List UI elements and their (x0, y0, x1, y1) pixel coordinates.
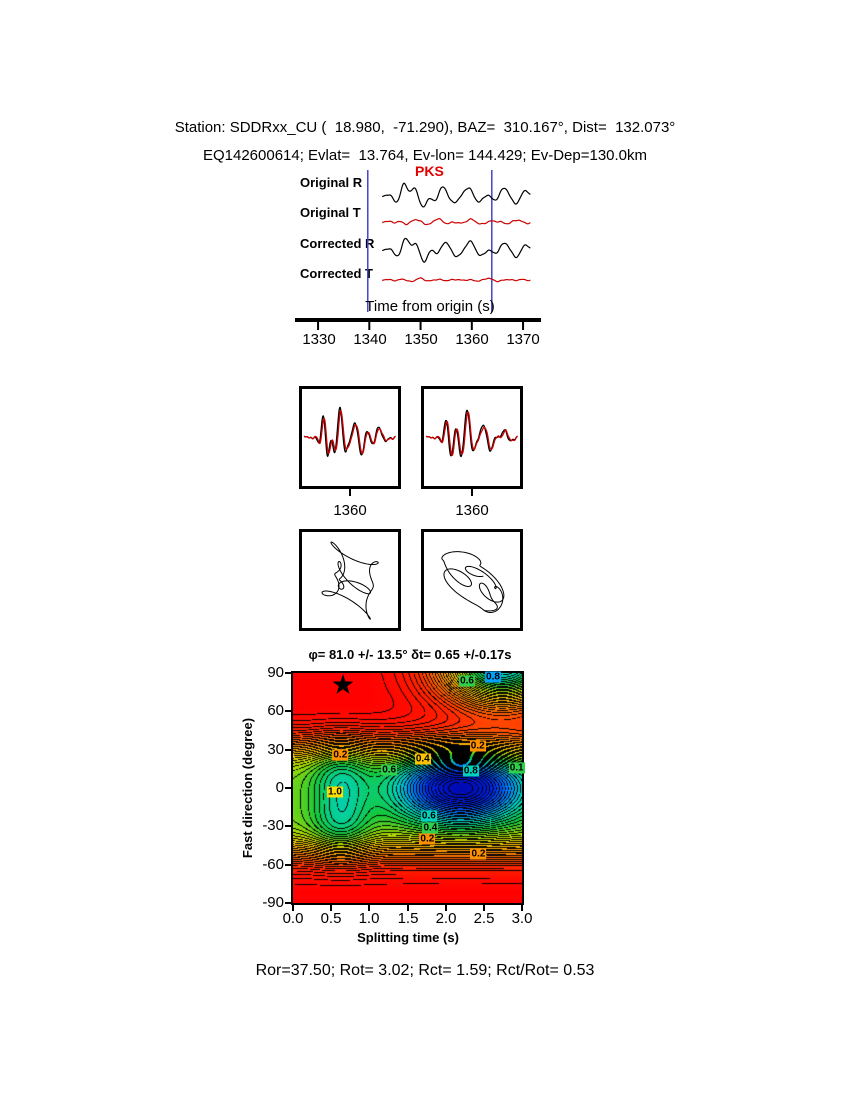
contour-ytick-60: 60 (267, 702, 284, 719)
axis-tick (330, 905, 332, 911)
window-waveform-plot-1 (303, 406, 396, 457)
axis-tick (407, 905, 409, 911)
contour-label: 0.4 (414, 753, 431, 765)
contour-label: 0.2 (469, 740, 486, 752)
contour-xtick-10: 1.0 (358, 910, 380, 927)
contour-frame (291, 671, 524, 905)
window-box-tick-1 (349, 489, 351, 496)
contour-ytick-0: 0 (275, 779, 284, 796)
window-waveform-box-1 (299, 386, 401, 489)
contour-ytick-30: 30 (267, 741, 284, 758)
waveform-traces-plot (295, 170, 541, 330)
axis-tick (285, 825, 291, 827)
window-box-tick-label-2: 1360 (455, 502, 489, 519)
contour-label: 0.1 (508, 762, 525, 774)
window-box-tick-label-1: 1360 (333, 502, 367, 519)
contour-xtick-25: 2.5 (473, 910, 495, 927)
station-info-line: Station: SDDRxx_CU ( 18.980, -71.290), B… (174, 119, 676, 136)
waveform-xtick-1340: 1340 (353, 331, 387, 348)
contour-xtick-20: 2.0 (435, 910, 457, 927)
best-solution-star-icon (332, 673, 354, 694)
axis-tick (285, 902, 291, 904)
axis-tick (483, 905, 485, 911)
contour-ytick-m60: -60 (262, 856, 284, 873)
particle-motion-plot-1 (321, 541, 379, 620)
axis-tick (285, 749, 291, 751)
waveform-xtick-1330: 1330 (302, 331, 336, 348)
axis-tick (285, 787, 291, 789)
axis-tick (445, 905, 447, 911)
contour-label: 0.2 (332, 749, 349, 761)
contour-xtick-00: 0.0 (282, 910, 304, 927)
contour-xtick-05: 0.5 (320, 910, 342, 927)
contour-label: 0.2 (470, 848, 487, 860)
contour-ytick-90: 90 (267, 664, 284, 681)
axis-tick (292, 905, 294, 911)
contour-ytick-m90: -90 (262, 894, 284, 911)
waveform-xtick-1350: 1350 (404, 331, 438, 348)
trace-label-corrected-t: Corrected T (300, 266, 373, 281)
contour-title: φ= 81.0 +/- 13.5° δt= 0.65 +/-0.17s (308, 647, 512, 662)
trace-label-original-t: Original T (300, 205, 361, 220)
axis-tick (368, 905, 370, 911)
contour-label: 0.4 (422, 822, 439, 834)
contour-label: 0.2 (419, 833, 436, 845)
contour-label: 0.6 (420, 810, 437, 822)
window-box-tick-2 (471, 489, 473, 496)
waveform-xtick-1370: 1370 (506, 331, 540, 348)
trace-label-corrected-r: Corrected R (300, 236, 375, 251)
axis-tick (285, 672, 291, 674)
contour-ytick-m30: -30 (262, 817, 284, 834)
contour-label: 0.8 (462, 765, 479, 777)
waveform-time-axis-label: Time from origin (s) (365, 298, 495, 315)
contour-label: 0.6 (381, 764, 398, 776)
window-waveform-box-2 (421, 386, 523, 489)
event-info-line: EQ142600614; Evlat= 13.764, Ev-lon= 144.… (202, 147, 648, 164)
contour-label: 1.0 (327, 786, 343, 798)
contour-label: 0.8 (485, 671, 501, 683)
phase-label-pks: PKS (415, 163, 444, 179)
axis-tick (285, 710, 291, 712)
contour-label: 0.6 (459, 675, 475, 687)
waveform-xtick-1360: 1360 (455, 331, 489, 348)
contour-xtick-30: 3.0 (511, 910, 533, 927)
axis-tick (285, 864, 291, 866)
particle-motion-box-2 (421, 529, 523, 631)
window-waveform-plot-2 (425, 409, 518, 458)
contour-xlabel: Splitting time (s) (357, 930, 459, 945)
axis-tick (521, 905, 523, 911)
particle-motion-box-1 (299, 529, 401, 631)
contour-xtick-15: 1.5 (397, 910, 419, 927)
particle-motion-plot-2 (441, 551, 505, 613)
trace-label-original-r: Original R (300, 175, 363, 190)
footer-stats: Ror=37.50; Rot= 3.02; Rct= 1.59; Rct/Rot… (255, 962, 595, 979)
